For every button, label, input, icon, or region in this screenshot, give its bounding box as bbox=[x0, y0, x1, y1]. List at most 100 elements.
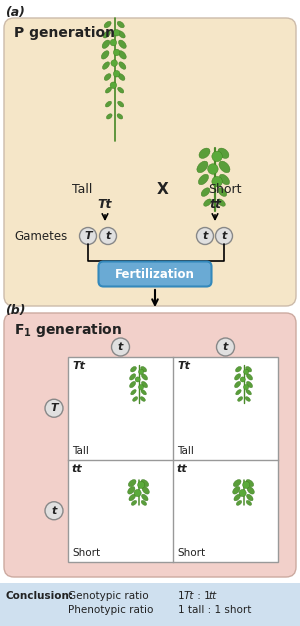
Ellipse shape bbox=[128, 486, 135, 494]
Ellipse shape bbox=[234, 494, 241, 501]
Ellipse shape bbox=[118, 40, 126, 48]
Ellipse shape bbox=[246, 389, 251, 395]
Text: Short: Short bbox=[72, 548, 100, 558]
Ellipse shape bbox=[128, 480, 136, 486]
Ellipse shape bbox=[196, 227, 214, 245]
Ellipse shape bbox=[117, 21, 124, 28]
Ellipse shape bbox=[198, 174, 208, 185]
Ellipse shape bbox=[105, 87, 112, 93]
Ellipse shape bbox=[140, 397, 145, 401]
Text: Fertilization: Fertilization bbox=[115, 267, 195, 280]
Text: t: t bbox=[202, 231, 208, 241]
Ellipse shape bbox=[236, 367, 242, 372]
Text: Tt: Tt bbox=[72, 361, 85, 371]
Ellipse shape bbox=[130, 367, 136, 372]
Ellipse shape bbox=[246, 500, 252, 505]
Ellipse shape bbox=[218, 188, 227, 197]
Ellipse shape bbox=[142, 486, 149, 494]
Ellipse shape bbox=[141, 389, 146, 395]
Ellipse shape bbox=[103, 62, 110, 69]
Ellipse shape bbox=[106, 114, 112, 119]
Ellipse shape bbox=[118, 101, 124, 107]
Ellipse shape bbox=[45, 399, 63, 418]
Circle shape bbox=[113, 29, 120, 36]
Text: 1 tall : 1 short: 1 tall : 1 short bbox=[178, 605, 251, 615]
Ellipse shape bbox=[142, 494, 148, 501]
Ellipse shape bbox=[199, 148, 210, 158]
Text: Conclusion:: Conclusion: bbox=[6, 591, 74, 601]
Circle shape bbox=[110, 39, 117, 46]
Text: Tt: Tt bbox=[177, 361, 190, 371]
Circle shape bbox=[111, 60, 118, 66]
Circle shape bbox=[239, 490, 246, 496]
Text: Phenotypic ratio: Phenotypic ratio bbox=[68, 605, 153, 615]
Ellipse shape bbox=[233, 486, 240, 494]
Ellipse shape bbox=[215, 227, 232, 245]
Ellipse shape bbox=[103, 31, 110, 38]
Circle shape bbox=[212, 151, 222, 162]
Ellipse shape bbox=[131, 500, 137, 505]
Text: t: t bbox=[223, 342, 228, 352]
Text: (b): (b) bbox=[5, 304, 26, 317]
Text: T: T bbox=[50, 403, 58, 413]
Text: Short: Short bbox=[177, 548, 205, 558]
Text: P generation: P generation bbox=[14, 26, 115, 40]
Ellipse shape bbox=[217, 199, 225, 206]
Ellipse shape bbox=[118, 51, 126, 59]
Text: tt: tt bbox=[209, 198, 221, 211]
Ellipse shape bbox=[102, 40, 110, 48]
Text: Tall: Tall bbox=[72, 183, 92, 196]
Ellipse shape bbox=[118, 87, 124, 93]
FancyBboxPatch shape bbox=[4, 18, 296, 306]
Text: Gametes: Gametes bbox=[14, 230, 67, 242]
Circle shape bbox=[134, 490, 141, 496]
Ellipse shape bbox=[141, 367, 147, 372]
Ellipse shape bbox=[130, 381, 136, 387]
Ellipse shape bbox=[235, 381, 241, 387]
Ellipse shape bbox=[118, 74, 125, 80]
FancyBboxPatch shape bbox=[98, 262, 212, 287]
Circle shape bbox=[139, 369, 144, 374]
Circle shape bbox=[113, 49, 120, 56]
Text: (a): (a) bbox=[5, 6, 25, 19]
Text: t: t bbox=[105, 231, 111, 241]
Text: t: t bbox=[221, 231, 227, 241]
Ellipse shape bbox=[130, 374, 136, 380]
Circle shape bbox=[135, 377, 140, 382]
Circle shape bbox=[243, 481, 250, 488]
Text: : 1: : 1 bbox=[194, 591, 214, 601]
Circle shape bbox=[110, 82, 117, 88]
Text: X: X bbox=[157, 182, 169, 197]
Ellipse shape bbox=[119, 62, 126, 69]
Ellipse shape bbox=[233, 480, 241, 486]
Ellipse shape bbox=[247, 381, 253, 387]
Text: tt: tt bbox=[208, 591, 216, 601]
Text: Short: Short bbox=[208, 183, 242, 196]
Ellipse shape bbox=[131, 389, 136, 395]
Ellipse shape bbox=[236, 389, 241, 395]
Text: Genotypic ratio: Genotypic ratio bbox=[68, 591, 148, 601]
Text: T: T bbox=[84, 231, 92, 241]
Ellipse shape bbox=[104, 74, 111, 80]
Ellipse shape bbox=[238, 397, 243, 401]
Ellipse shape bbox=[201, 188, 210, 197]
Ellipse shape bbox=[101, 51, 109, 59]
Circle shape bbox=[208, 164, 218, 174]
Text: tt: tt bbox=[72, 463, 83, 473]
Ellipse shape bbox=[246, 367, 252, 372]
Ellipse shape bbox=[129, 494, 136, 501]
Ellipse shape bbox=[219, 174, 230, 185]
Circle shape bbox=[212, 177, 222, 187]
Ellipse shape bbox=[100, 227, 116, 245]
Ellipse shape bbox=[142, 374, 148, 380]
Ellipse shape bbox=[104, 21, 111, 28]
Ellipse shape bbox=[141, 480, 149, 486]
Ellipse shape bbox=[197, 161, 208, 173]
Ellipse shape bbox=[112, 338, 130, 356]
Ellipse shape bbox=[246, 480, 254, 486]
Circle shape bbox=[244, 384, 249, 389]
Text: Tall: Tall bbox=[72, 446, 89, 456]
Ellipse shape bbox=[117, 114, 123, 119]
Ellipse shape bbox=[235, 374, 241, 380]
Text: Tall: Tall bbox=[177, 446, 194, 456]
